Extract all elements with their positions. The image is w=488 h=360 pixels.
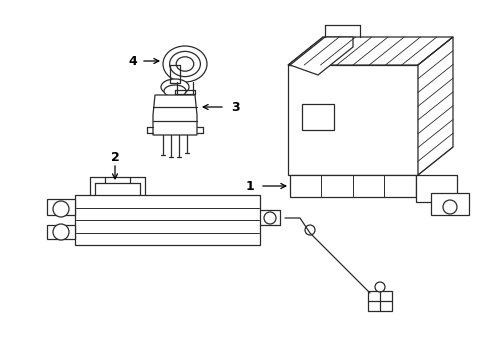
Ellipse shape xyxy=(169,51,200,77)
Ellipse shape xyxy=(161,79,189,95)
Circle shape xyxy=(305,225,314,235)
Polygon shape xyxy=(153,95,197,135)
Ellipse shape xyxy=(176,57,193,71)
Text: 1: 1 xyxy=(245,180,254,193)
Text: 4: 4 xyxy=(128,54,137,68)
Polygon shape xyxy=(47,199,75,215)
Circle shape xyxy=(53,224,69,240)
Polygon shape xyxy=(47,225,75,239)
Circle shape xyxy=(264,212,275,224)
Bar xyxy=(75,195,260,245)
Bar xyxy=(415,175,456,202)
Polygon shape xyxy=(417,37,452,175)
Circle shape xyxy=(374,282,384,292)
Text: 3: 3 xyxy=(230,100,239,113)
Polygon shape xyxy=(367,291,391,311)
Circle shape xyxy=(442,200,456,214)
Polygon shape xyxy=(287,37,452,65)
Bar xyxy=(430,193,468,215)
Bar xyxy=(289,175,415,197)
Circle shape xyxy=(53,201,69,217)
Text: 2: 2 xyxy=(110,150,119,163)
Bar xyxy=(302,104,333,130)
Polygon shape xyxy=(287,65,417,175)
Ellipse shape xyxy=(163,46,206,82)
Ellipse shape xyxy=(163,85,185,97)
Polygon shape xyxy=(289,37,352,75)
